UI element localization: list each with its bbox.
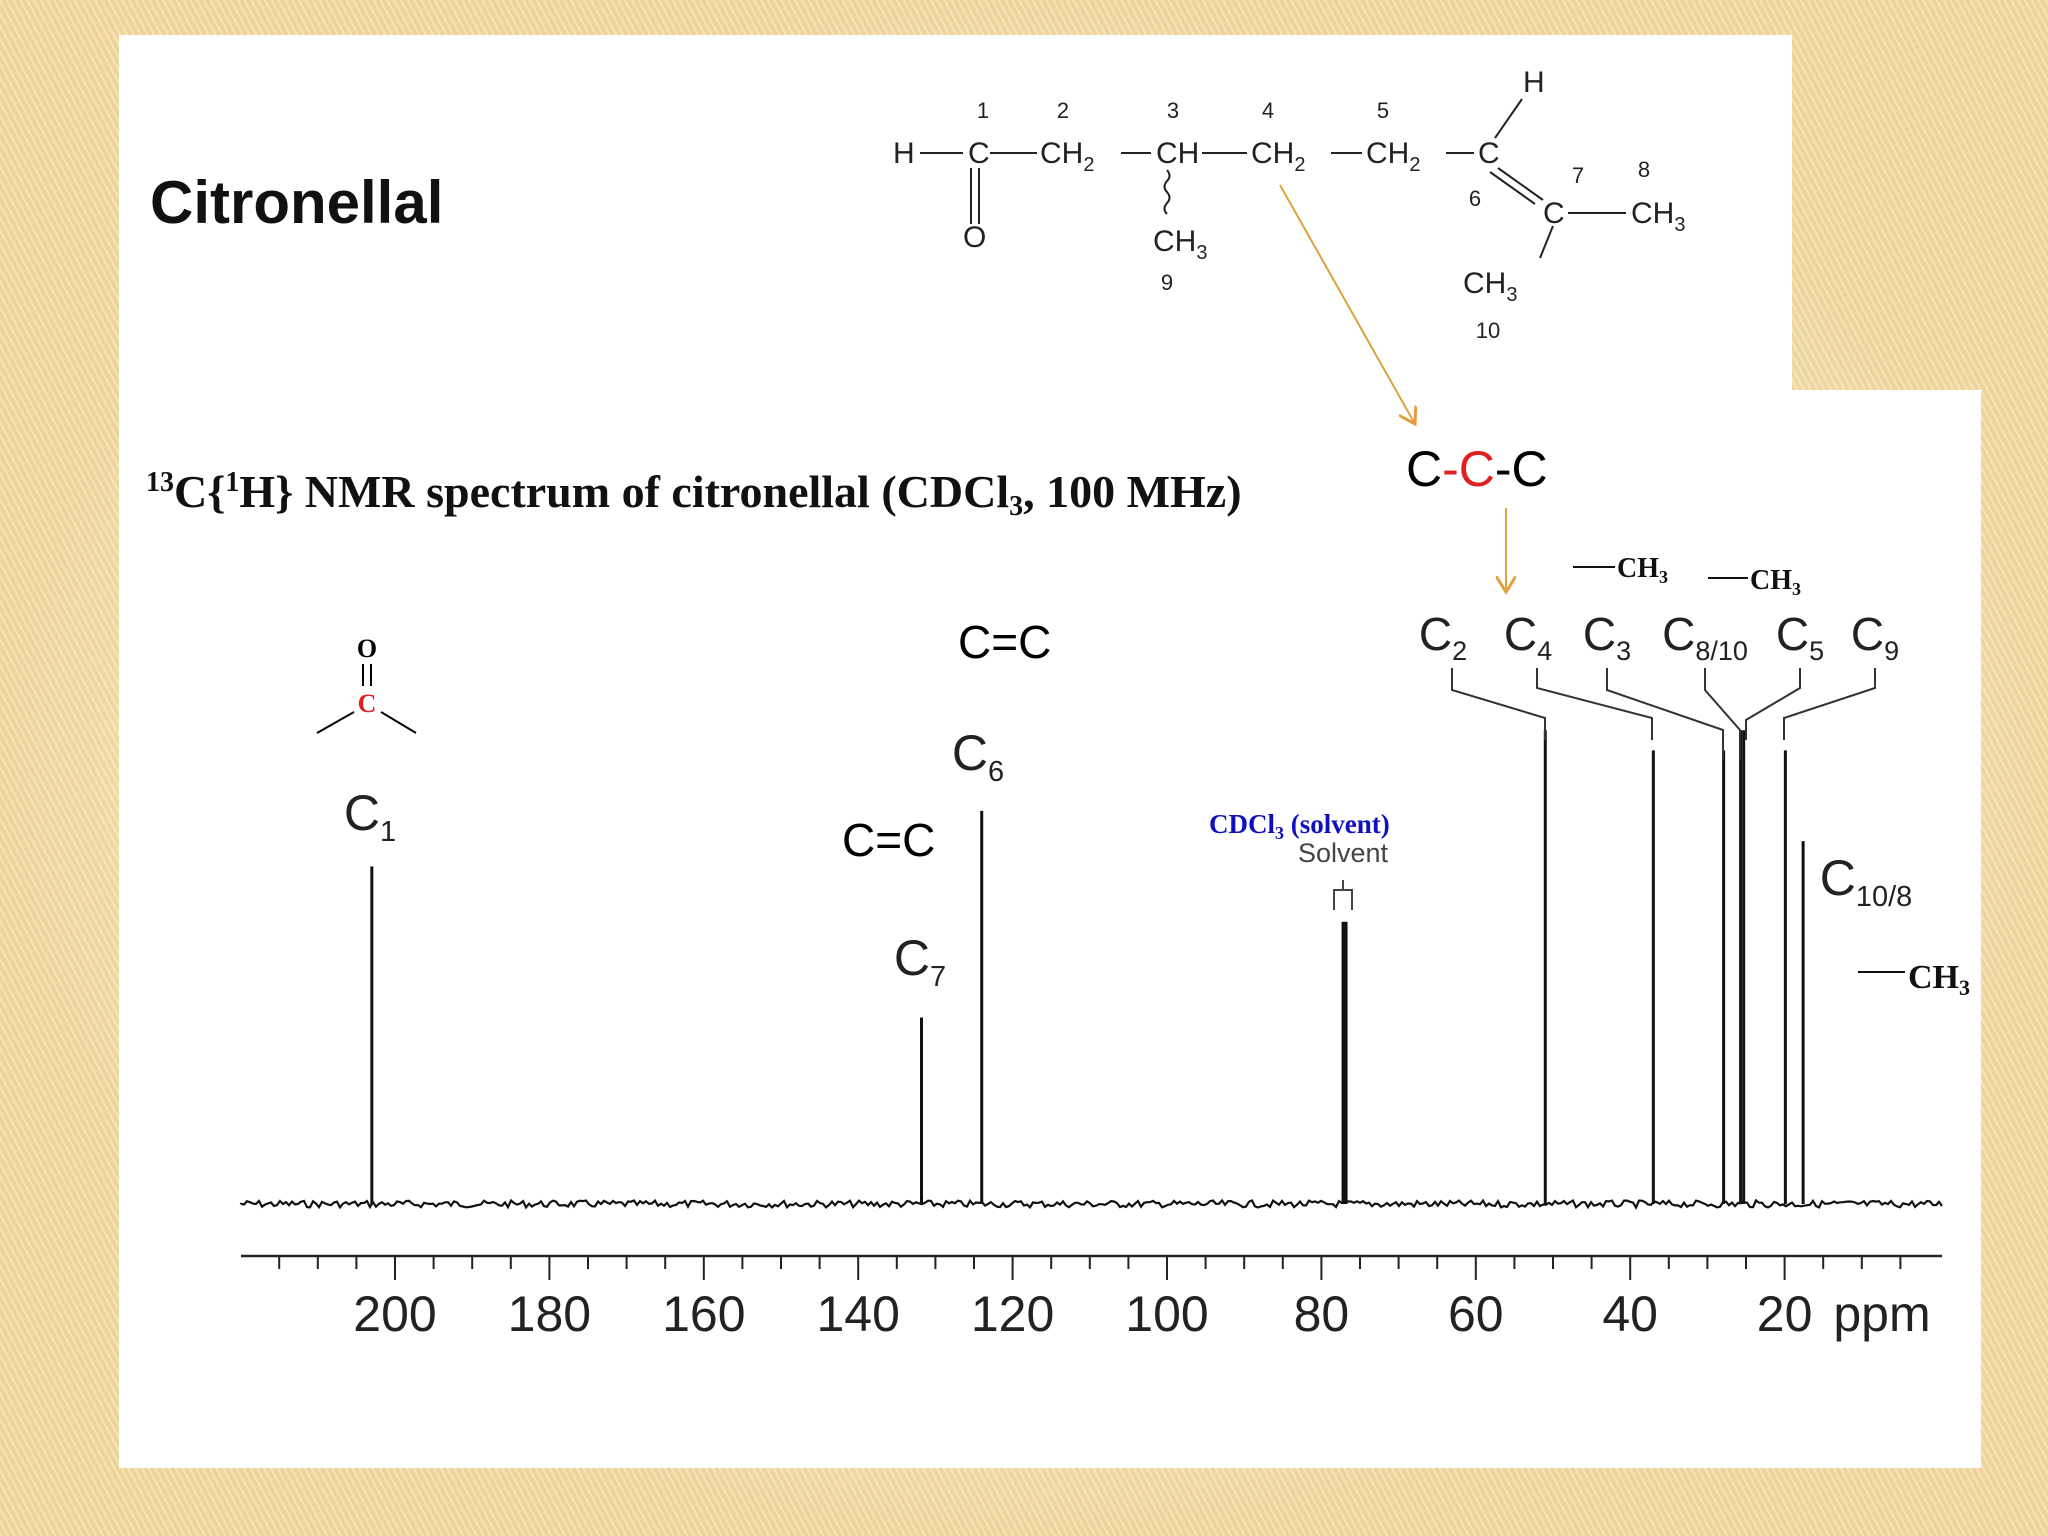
peak-label-c8/10: C8/10 (1662, 608, 1748, 666)
cc-double-bond-left: C=C (842, 814, 935, 866)
c6-carbon: C (1478, 137, 1500, 170)
solvent-label: CDCl3 (solvent) (1209, 809, 1390, 843)
ccc-atom-c: C (1511, 441, 1548, 497)
peak-label-c9: C9 (1851, 608, 1899, 666)
spectrum-peaks (370, 730, 1805, 1204)
peak-label-c1: C1 (344, 785, 396, 848)
tick-label: 40 (1602, 1286, 1658, 1342)
tick-label: 180 (508, 1286, 591, 1342)
spectrum-baseline (239, 1198, 1943, 1210)
ccc-atom-b: C (1458, 441, 1495, 497)
tick-label: 80 (1294, 1286, 1350, 1342)
methyl-label-3: CH3 (1908, 959, 1970, 1000)
cc-double-bond-top: C=C (958, 616, 1051, 668)
c9-methyl: CH3 (1153, 225, 1207, 264)
connector-c8/10 (1704, 668, 1741, 760)
spectrum-title: 13C{1H} NMR spectrum of citronellal (CDC… (146, 465, 1242, 523)
ccc-atom-a: C (1406, 441, 1443, 497)
ccc-dash-1: - (1442, 441, 1459, 497)
tick-label: 120 (971, 1286, 1054, 1342)
carbon-number-8: 8 (1638, 157, 1650, 182)
peak-label-c10/8: C10/8 (1820, 850, 1913, 913)
connector-c3 (1606, 668, 1724, 760)
peak-label-c5: C5 (1776, 608, 1824, 666)
carbon-number-4: 4 (1262, 98, 1274, 123)
tick-label: 20 (1757, 1286, 1813, 1342)
spectrum-title-main: H} NMR spectrum of citronellal (CDCl (239, 466, 1010, 517)
structure-panel (119, 35, 1792, 425)
c2-group: CH2 (1040, 137, 1094, 176)
connector-c2 (1451, 668, 1546, 740)
carbon-number-2: 2 (1057, 98, 1069, 123)
carbon-number-5: 5 (1377, 98, 1389, 123)
peak-label-c2: C2 (1419, 608, 1467, 666)
methyl-label-2: CH3 (1750, 565, 1801, 599)
c8-methyl: CH3 (1631, 197, 1685, 236)
carbonyl-sketch-carbon: C (358, 689, 377, 718)
tick-label: 60 (1448, 1286, 1504, 1342)
peak-label-c6: C6 (952, 725, 1004, 788)
carbon-number-10: 10 (1476, 318, 1500, 343)
connector-c4 (1536, 668, 1653, 740)
carbonyl-oxygen: O (963, 221, 986, 254)
spectrum-panel (119, 390, 1981, 1468)
aldehyde-hydrogen: H (893, 137, 915, 170)
slide-title: Citronellal (150, 169, 444, 236)
solvent-bracket (1333, 880, 1353, 910)
carbon-number-3: 3 (1167, 98, 1179, 123)
ccc-dash-2: - (1494, 441, 1512, 497)
peak-label-c7: C7 (894, 930, 946, 993)
spectrum-title-c: C{ (174, 466, 226, 517)
annotation-arrow-1 (1279, 184, 1415, 424)
c7-carbon: C (1543, 197, 1565, 230)
citronellal-structure: 1 2 3 4 5 6 7 8 9 10 H C O CH2 CH CH2 CH… (893, 66, 1685, 343)
c10-methyl: CH3 (1463, 267, 1517, 306)
methyl-annotations: CH3 CH3 CH3 (1573, 553, 1970, 1000)
peak-label-c4: C4 (1504, 608, 1552, 666)
axis-unit-label: ppm (1833, 1286, 1930, 1342)
isotope-mass: 13 (146, 467, 174, 498)
spectrum-title-end: , 100 MHz) (1023, 466, 1242, 517)
tick-label: 200 (353, 1286, 436, 1342)
peak-labels: C1 C7 C6 C2 C4 C3 C8/10 C5 C9 C10/8 (344, 608, 1912, 993)
peak-label-connectors (1451, 668, 1876, 760)
carbon-number-6: 6 (1469, 186, 1481, 211)
connector-c9 (1783, 668, 1876, 740)
c5-group: CH2 (1366, 137, 1420, 176)
carbon-number-7: 7 (1572, 163, 1584, 188)
methyl-label-1: CH3 (1617, 553, 1668, 587)
connector-c5 (1745, 668, 1801, 740)
c3-group: CH (1156, 137, 1199, 170)
proton-mass: 1 (225, 467, 240, 498)
chloroform-subscript: 3 (1009, 491, 1024, 522)
vinyl-hydrogen: H (1523, 66, 1545, 99)
tick-label: 160 (662, 1286, 745, 1342)
carbon-number-1: 1 (977, 98, 989, 123)
carbonyl-sketch: O C (316, 634, 417, 734)
peak-label-c3: C3 (1583, 608, 1631, 666)
tick-label: 100 (1125, 1286, 1208, 1342)
carbon-number-9: 9 (1161, 270, 1173, 295)
ccc-fragment: C-C-C (1406, 440, 1548, 498)
carbonyl-sketch-oxygen: O (357, 634, 377, 663)
solvent-small-label: Solvent (1298, 838, 1389, 868)
carbonyl-carbon: C (968, 137, 990, 170)
c4-group: CH2 (1251, 137, 1305, 176)
ppm-axis: 200 180 160 140 120 100 80 60 40 20 ppm (241, 1254, 1942, 1342)
tick-label: 140 (816, 1286, 899, 1342)
